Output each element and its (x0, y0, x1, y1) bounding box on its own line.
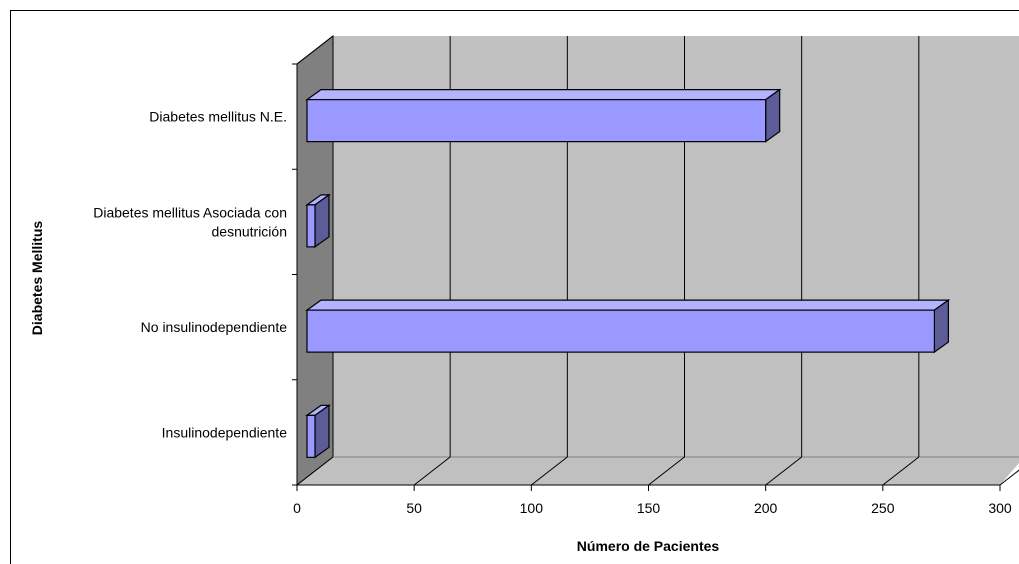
floor-gridline (531, 456, 568, 486)
bar-front (306, 204, 316, 248)
bar-side (314, 193, 330, 249)
top-depth-edge (296, 35, 334, 65)
x-tick-label: 150 (637, 500, 661, 516)
category-label-line: No insulinodependiente (141, 319, 288, 335)
bar-front (306, 99, 767, 143)
category-label-line: Diabetes mellitus Asociada con (93, 204, 287, 220)
x-tick-label: 0 (293, 500, 301, 516)
bar-side (314, 404, 330, 459)
category-labels: Insulinodependiente No insulinodependient… (93, 109, 287, 441)
floor-gridline (765, 456, 802, 486)
bar-side (933, 298, 949, 354)
floor-gridline (296, 456, 334, 486)
floor-gridline (882, 456, 920, 486)
category-label: Diabetes mellitus N.E. (149, 109, 287, 125)
bar (305, 404, 331, 459)
y-axis-title: Diabetes Mellitus (29, 221, 45, 336)
bar (305, 193, 331, 249)
bar-front (306, 309, 935, 353)
bars (305, 88, 951, 459)
x-tick-label: 200 (754, 500, 778, 516)
bar (305, 88, 782, 143)
category-label: Insulinodependiente (162, 424, 288, 440)
x-tick-labels: 0 50 100 150 200 250 300 (293, 500, 1012, 516)
category-label-line: desnutrición (212, 223, 288, 239)
x-tick-label: 50 (406, 500, 422, 516)
x-axis-title: Número de Pacientes (577, 538, 720, 554)
bar-side (765, 88, 781, 143)
floor (297, 457, 1019, 485)
floor-gridline (648, 456, 685, 486)
floor-gridline (413, 456, 451, 486)
bar-top (305, 299, 951, 311)
x-tick-label: 250 (871, 500, 895, 516)
floor-gridline (999, 469, 1019, 486)
bar-top (305, 89, 782, 101)
category-label: No insulinodependiente (141, 319, 288, 335)
bar (305, 298, 951, 354)
axes (292, 35, 1001, 491)
bar-front (306, 414, 316, 458)
x-tick-label: 300 (988, 500, 1012, 516)
category-label-line: Diabetes mellitus N.E. (149, 109, 287, 125)
category-label-line: Insulinodependiente (162, 424, 288, 440)
x-tick-label: 100 (520, 500, 544, 516)
category-label: Diabetes mellitus Asociada con desnutrici… (93, 204, 287, 239)
